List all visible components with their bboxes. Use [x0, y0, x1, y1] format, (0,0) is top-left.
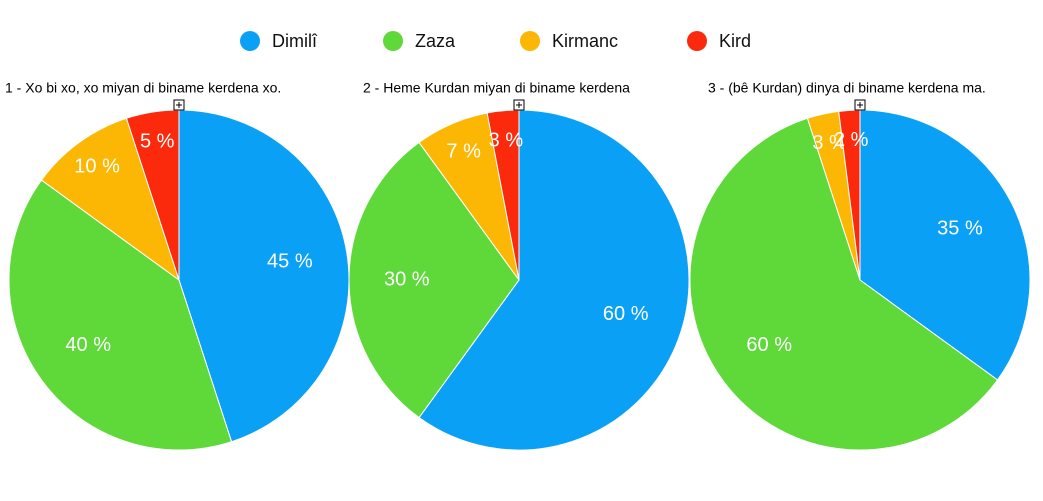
chart-title: 1 - Xo bi xo, xo miyan di biname kerdena…	[5, 80, 281, 96]
legend-marker	[240, 31, 260, 51]
pie-slice	[40, 117, 180, 282]
pie-slice	[859, 109, 1031, 381]
chart-title: 3 - (bê Kurdan) dinya di biname kerdena …	[708, 80, 986, 96]
legend-marker	[520, 31, 540, 51]
pie-slice	[178, 109, 350, 443]
expand-icon-plus	[857, 102, 863, 108]
value-label: 40 %	[65, 334, 111, 356]
expand-icon-plus	[176, 102, 182, 108]
legend-marker	[383, 31, 403, 51]
legend-label: Kird	[719, 31, 751, 51]
value-label: 60 %	[746, 334, 792, 356]
value-label: 7 %	[446, 140, 481, 162]
pie-slice	[418, 109, 690, 451]
value-label: 3 %	[489, 129, 524, 151]
legend-marker	[687, 31, 707, 51]
pie-slice	[348, 141, 520, 419]
legend-label: Dimilî	[272, 31, 318, 51]
value-label: 45 %	[267, 251, 313, 273]
pie-slice	[689, 117, 999, 451]
value-label: 3 %	[812, 132, 847, 154]
legend-label: Zaza	[415, 31, 456, 51]
pie-slice	[8, 179, 233, 451]
value-label: 35 %	[937, 217, 983, 239]
value-label: 60 %	[603, 303, 649, 325]
chart-title: 2 - Heme Kurdan miyan di biname kerdena	[363, 80, 630, 96]
expand-icon-plus	[516, 102, 522, 108]
legend-label: Kirmanc	[552, 31, 618, 51]
value-label: 30 %	[384, 268, 430, 290]
value-label: 5 %	[140, 131, 175, 153]
value-label: 2 %	[834, 129, 869, 151]
value-label: 10 %	[74, 156, 120, 178]
